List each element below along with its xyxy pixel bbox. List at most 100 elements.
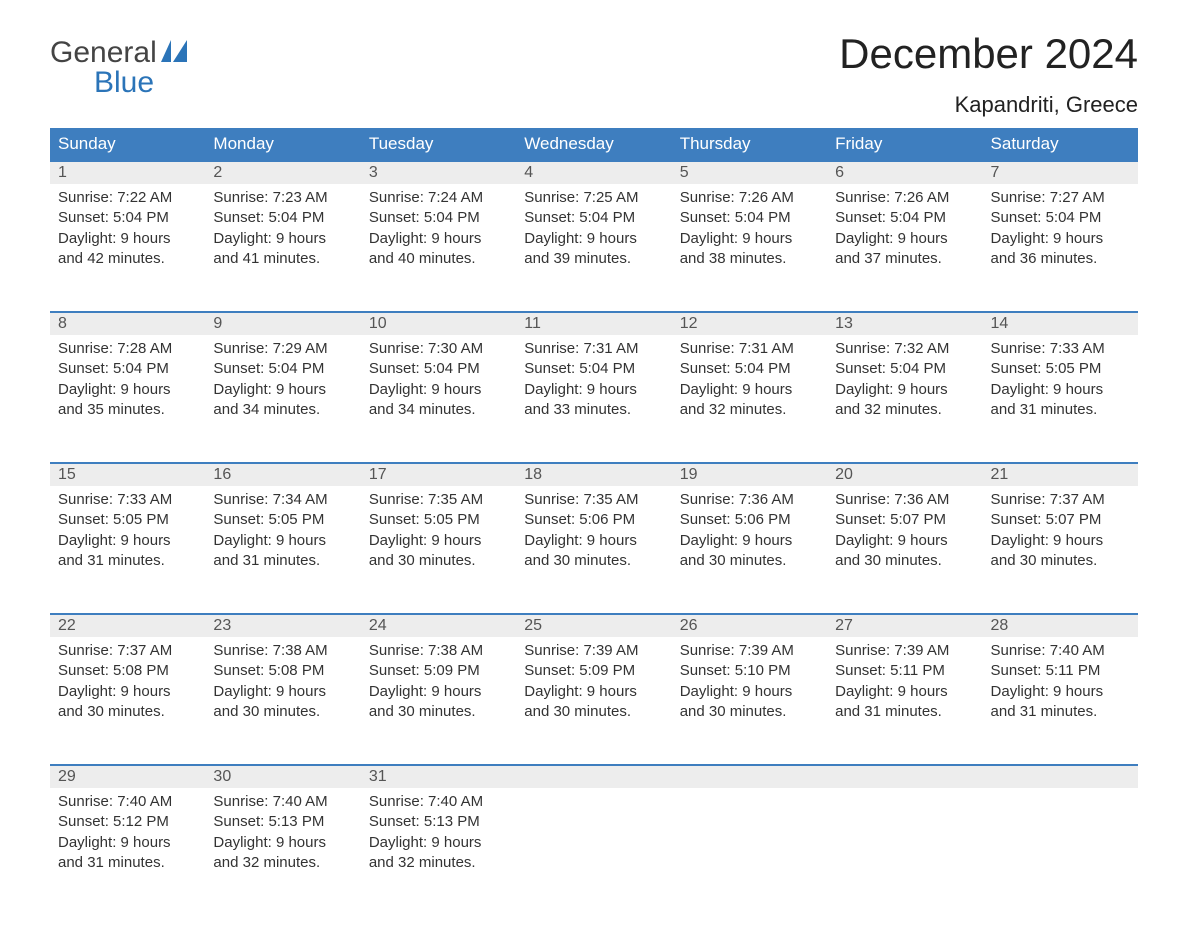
day-content-row: Sunrise: 7:22 AMSunset: 5:04 PMDaylight:… — [50, 184, 1138, 312]
day-content-cell — [827, 788, 982, 916]
day-content-cell: Sunrise: 7:32 AMSunset: 5:04 PMDaylight:… — [827, 335, 982, 463]
daylight-line: Daylight: 9 hours and 39 minutes. — [524, 229, 663, 270]
day-content-cell: Sunrise: 7:31 AMSunset: 5:04 PMDaylight:… — [516, 335, 671, 463]
weekday-header: Sunday — [50, 128, 205, 161]
day-number-cell: 31 — [361, 765, 516, 788]
sunset-line: Sunset: 5:04 PM — [213, 359, 352, 379]
sunrise-line: Sunrise: 7:25 AM — [524, 188, 663, 208]
daylight-line: Daylight: 9 hours and 33 minutes. — [524, 380, 663, 421]
daylight-line: Daylight: 9 hours and 32 minutes. — [369, 833, 508, 874]
day-number-cell: 3 — [361, 161, 516, 184]
sunrise-line: Sunrise: 7:31 AM — [524, 339, 663, 359]
sunrise-line: Sunrise: 7:33 AM — [58, 490, 197, 510]
day-number-cell: 4 — [516, 161, 671, 184]
day-content-cell: Sunrise: 7:28 AMSunset: 5:04 PMDaylight:… — [50, 335, 205, 463]
day-content-cell — [983, 788, 1138, 916]
daylight-line: Daylight: 9 hours and 42 minutes. — [58, 229, 197, 270]
logo-text-blue: Blue — [50, 68, 195, 98]
sunset-line: Sunset: 5:04 PM — [58, 359, 197, 379]
daylight-line: Daylight: 9 hours and 32 minutes. — [835, 380, 974, 421]
day-content-cell: Sunrise: 7:34 AMSunset: 5:05 PMDaylight:… — [205, 486, 360, 614]
day-content-cell: Sunrise: 7:39 AMSunset: 5:09 PMDaylight:… — [516, 637, 671, 765]
daylight-line: Daylight: 9 hours and 41 minutes. — [213, 229, 352, 270]
day-number-cell: 13 — [827, 312, 982, 335]
sunset-line: Sunset: 5:05 PM — [58, 510, 197, 530]
daylight-line: Daylight: 9 hours and 34 minutes. — [369, 380, 508, 421]
weekday-header: Thursday — [672, 128, 827, 161]
day-number-cell: 16 — [205, 463, 360, 486]
day-number-cell — [983, 765, 1138, 788]
day-number-cell: 22 — [50, 614, 205, 637]
sunrise-line: Sunrise: 7:38 AM — [369, 641, 508, 661]
day-content-row: Sunrise: 7:37 AMSunset: 5:08 PMDaylight:… — [50, 637, 1138, 765]
daylight-line: Daylight: 9 hours and 31 minutes. — [835, 682, 974, 723]
calendar-table: SundayMondayTuesdayWednesdayThursdayFrid… — [50, 128, 1138, 916]
sunset-line: Sunset: 5:04 PM — [835, 208, 974, 228]
day-number-cell: 27 — [827, 614, 982, 637]
day-content-row: Sunrise: 7:28 AMSunset: 5:04 PMDaylight:… — [50, 335, 1138, 463]
day-number-row: 891011121314 — [50, 312, 1138, 335]
daylight-line: Daylight: 9 hours and 30 minutes. — [991, 531, 1130, 572]
daylight-line: Daylight: 9 hours and 32 minutes. — [213, 833, 352, 874]
day-number-cell: 6 — [827, 161, 982, 184]
daylight-line: Daylight: 9 hours and 31 minutes. — [991, 380, 1130, 421]
day-content-row: Sunrise: 7:33 AMSunset: 5:05 PM Daylight:… — [50, 486, 1138, 614]
sunset-line: Sunset: 5:09 PM — [524, 661, 663, 681]
sunrise-line: Sunrise: 7:39 AM — [524, 641, 663, 661]
daylight-line: Daylight: 9 hours and 32 minutes. — [680, 380, 819, 421]
day-number-cell: 20 — [827, 463, 982, 486]
day-content-cell: Sunrise: 7:25 AMSunset: 5:04 PMDaylight:… — [516, 184, 671, 312]
sunset-line: Sunset: 5:06 PM — [524, 510, 663, 530]
day-content-cell: Sunrise: 7:38 AMSunset: 5:08 PMDaylight:… — [205, 637, 360, 765]
day-content-cell: Sunrise: 7:33 AMSunset: 5:05 PMDaylight:… — [50, 486, 205, 614]
sunrise-line: Sunrise: 7:40 AM — [213, 792, 352, 812]
sunset-line: Sunset: 5:13 PM — [213, 812, 352, 832]
day-number-cell: 2 — [205, 161, 360, 184]
day-content-cell — [672, 788, 827, 916]
daylight-line: Daylight: 9 hours and 31 minutes. — [213, 531, 352, 572]
sunset-line: Sunset: 5:09 PM — [369, 661, 508, 681]
daylight-line: Daylight: 9 hours and 37 minutes. — [835, 229, 974, 270]
daylight-line: Daylight: 9 hours and 34 minutes. — [213, 380, 352, 421]
daylight-line: Daylight: 9 hours and 30 minutes. — [58, 682, 197, 723]
day-number-cell: 11 — [516, 312, 671, 335]
sunset-line: Sunset: 5:04 PM — [213, 208, 352, 228]
sunrise-line: Sunrise: 7:39 AM — [835, 641, 974, 661]
day-content-cell: Sunrise: 7:29 AMSunset: 5:04 PMDaylight:… — [205, 335, 360, 463]
daylight-line: Daylight: 9 hours and 30 minutes. — [369, 682, 508, 723]
day-number-cell: 12 — [672, 312, 827, 335]
day-content-cell: Sunrise: 7:31 AMSunset: 5:04 PMDaylight:… — [672, 335, 827, 463]
weekday-header: Tuesday — [361, 128, 516, 161]
day-number-cell: 7 — [983, 161, 1138, 184]
sunset-line: Sunset: 5:04 PM — [835, 359, 974, 379]
sunrise-line: Sunrise: 7:34 AM — [213, 490, 352, 510]
sunrise-line: Sunrise: 7:24 AM — [369, 188, 508, 208]
daylight-line: Daylight: 9 hours and 40 minutes. — [369, 229, 508, 270]
day-content-cell: Sunrise: 7:22 AMSunset: 5:04 PMDaylight:… — [50, 184, 205, 312]
sunset-line: Sunset: 5:04 PM — [680, 359, 819, 379]
weekday-header: Saturday — [983, 128, 1138, 161]
day-content-cell: Sunrise: 7:35 AMSunset: 5:05 PMDaylight:… — [361, 486, 516, 614]
sunset-line: Sunset: 5:04 PM — [524, 359, 663, 379]
sunset-line: Sunset: 5:07 PM — [991, 510, 1130, 530]
flag-icon — [161, 38, 195, 68]
day-number-row: 293031 — [50, 765, 1138, 788]
sunset-line: Sunset: 5:11 PM — [991, 661, 1130, 681]
day-number-cell: 26 — [672, 614, 827, 637]
sunrise-line: Sunrise: 7:40 AM — [991, 641, 1130, 661]
daylight-line: Daylight: 9 hours and 30 minutes. — [524, 682, 663, 723]
day-number-row: 22232425262728 — [50, 614, 1138, 637]
day-content-cell: Sunrise: 7:36 AMSunset: 5:07 PMDaylight:… — [827, 486, 982, 614]
day-content-cell: Sunrise: 7:38 AMSunset: 5:09 PMDaylight:… — [361, 637, 516, 765]
day-content-cell: Sunrise: 7:30 AMSunset: 5:04 PMDaylight:… — [361, 335, 516, 463]
sunrise-line: Sunrise: 7:26 AM — [835, 188, 974, 208]
sunrise-line: Sunrise: 7:23 AM — [213, 188, 352, 208]
daylight-line: Daylight: 9 hours and 38 minutes. — [680, 229, 819, 270]
logo-text-general: General — [50, 38, 157, 68]
sunrise-line: Sunrise: 7:30 AM — [369, 339, 508, 359]
daylight-line: Daylight: 9 hours and 31 minutes. — [58, 833, 197, 874]
daylight-line: Daylight: 9 hours and 30 minutes. — [369, 531, 508, 572]
day-number-cell: 28 — [983, 614, 1138, 637]
day-number-cell: 17 — [361, 463, 516, 486]
weekday-header: Friday — [827, 128, 982, 161]
